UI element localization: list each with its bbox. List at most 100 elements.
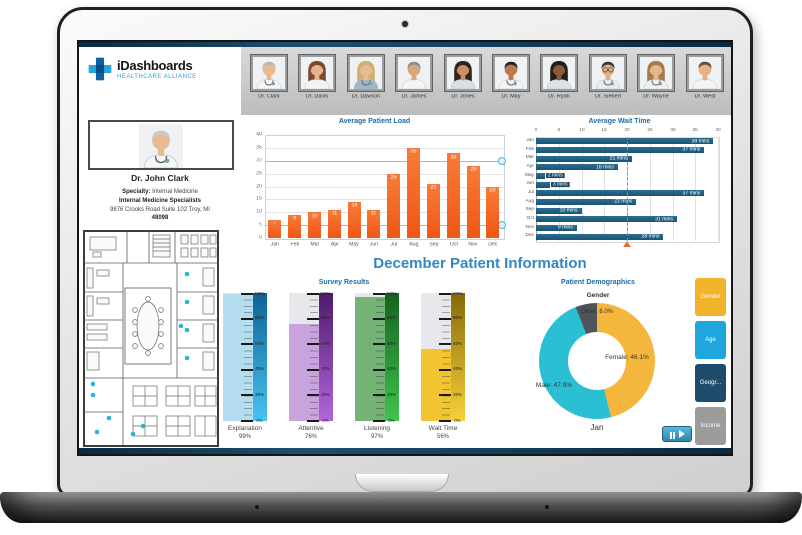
target-line: [627, 137, 628, 241]
filter-button-income[interactable]: Income: [695, 407, 726, 445]
load-bar-feb[interactable]: [288, 214, 302, 238]
bar-value-label: 22 mins: [614, 199, 633, 205]
doctor-avatar: [640, 57, 673, 89]
filter-button-gender[interactable]: Gender: [695, 278, 726, 316]
profile-address-line1: 9876 Crooks Road Suite 102 Troy, MI: [110, 207, 210, 213]
doctor-card-dr--ryan[interactable]: Dr. Ryan: [537, 54, 581, 100]
gauge-scale-column: [385, 293, 399, 421]
load-bar-dec[interactable]: [486, 186, 500, 238]
doctor-card-dr--wayne[interactable]: Dr. Wayne: [634, 54, 678, 100]
x-tick-label: Jun: [369, 242, 379, 248]
play-button[interactable]: [662, 426, 692, 442]
base-foot: [545, 505, 549, 509]
gauge-major-tick: [307, 420, 319, 422]
wait-bar-feb[interactable]: [536, 146, 705, 153]
x-tick-label: 0: [534, 128, 538, 133]
doctor-name-label: Dr. West: [694, 94, 716, 100]
filter-button-geogr[interactable]: Geogr...: [695, 364, 726, 402]
y-tick-label: Aug: [525, 198, 534, 204]
load-bar-aug[interactable]: [407, 147, 421, 238]
gauge-major-tick: [373, 317, 385, 320]
y-tick-label: 35: [256, 144, 262, 151]
wait-bar-jun[interactable]: [536, 181, 550, 188]
doctor-name-label: Dr. Jones: [450, 94, 475, 100]
target-slider-handle[interactable]: [623, 241, 631, 247]
doctor-card-dr--jones[interactable]: Dr. Jones: [441, 54, 485, 100]
gauge-major-tick: [241, 368, 253, 371]
x-tick-label: 5: [557, 128, 561, 133]
load-bar-may[interactable]: [347, 201, 361, 238]
doctor-card-dr--siebert[interactable]: Dr. Siebert: [586, 54, 630, 100]
y-tick-label: 10: [256, 209, 262, 215]
doctor-card-dr--davis[interactable]: Dr. Davis: [295, 54, 339, 100]
load-bar-oct[interactable]: [446, 153, 460, 238]
bar-value-label: 37 mins: [682, 190, 701, 196]
wait-bar-jan[interactable]: [536, 138, 714, 145]
wait-bar-may[interactable]: [536, 172, 546, 179]
bar-value-label: 28 mins: [641, 234, 660, 240]
x-tick-label: Aug: [409, 242, 419, 248]
doctor-card-dr--may[interactable]: Dr. May: [489, 54, 533, 100]
gauge-minor-ticks: [376, 293, 384, 421]
x-tick-label: 25: [647, 128, 653, 133]
threshold-slider-handle[interactable]: [498, 156, 506, 165]
doctor-name-label: Dr. Wayne: [643, 94, 669, 100]
y-tick-label: 15: [256, 196, 262, 202]
load-bar-jan[interactable]: [268, 219, 282, 238]
doctor-card-dr--clark[interactable]: Dr. Clark: [247, 54, 291, 100]
y-tick-label: 40: [256, 132, 262, 138]
gender-donut-chart[interactable]: [539, 303, 655, 419]
gauge-major-tick: [307, 317, 319, 320]
gauge-tick-label: 60%: [255, 341, 264, 347]
gauge-tick-label: 60%: [321, 341, 330, 347]
gridline: [581, 137, 583, 241]
bar-value-label: 35: [410, 149, 417, 155]
gridline: [265, 147, 503, 149]
load-bar-jun[interactable]: [367, 209, 381, 238]
wait-bar-dec[interactable]: [536, 233, 664, 240]
wait-bar-nov[interactable]: [536, 224, 577, 231]
gauge-tick-label: 40%: [453, 367, 462, 372]
slice-label-female: Female: 46.1%: [605, 354, 649, 361]
doctor-card-dr--james[interactable]: Dr. James: [392, 54, 436, 100]
bar-value-label: 9: [293, 216, 297, 222]
y-tick-label: Dec: [525, 233, 534, 239]
gauge-wait-time[interactable]: 100% 80% 60% 40% 20% 0% Wait Time 56%: [421, 292, 465, 443]
y-tick-label: 30: [256, 157, 262, 164]
filter-button-age[interactable]: Age: [695, 321, 726, 359]
doctor-photo-frame: [298, 54, 337, 92]
gauge-tick-label: 20%: [387, 392, 396, 398]
x-tick-label: 30: [669, 128, 676, 133]
gauge-major-tick: [439, 343, 451, 346]
wait-bar-sep[interactable]: [536, 207, 582, 214]
gauge-listening[interactable]: 100% 80% 60% 40% 20% 0% Listening 97%: [355, 292, 399, 443]
bar-value-label: 10 mins: [559, 208, 578, 214]
load-plot-area: [265, 135, 505, 240]
load-bar-sep[interactable]: [426, 183, 440, 238]
gauge-tick-label: 80%: [255, 316, 264, 321]
x-tick-label: Jan: [270, 242, 280, 248]
wait-bar-apr[interactable]: [536, 164, 618, 171]
gauge-attentive[interactable]: 100% 80% 60% 40% 20% 0% Attentive 76%: [289, 292, 333, 443]
bar-value-label: 21 mins: [609, 156, 628, 162]
y-tick-label: Jul: [527, 190, 534, 195]
gauge-major-tick: [373, 420, 385, 422]
wait-bar-oct[interactable]: [536, 216, 678, 223]
load-bar-nov[interactable]: [466, 165, 480, 238]
x-tick-label: Mar: [310, 242, 319, 248]
load-bar-mar[interactable]: [307, 212, 321, 238]
wait-bar-aug[interactable]: [536, 198, 637, 205]
gridline: [265, 212, 503, 214]
load-bar-apr[interactable]: [327, 209, 341, 238]
laptop-notch: [355, 474, 449, 492]
wait-bar-jul[interactable]: [536, 190, 705, 197]
doctor-card-dr--west[interactable]: Dr. West: [683, 54, 727, 100]
doctor-avatar: [543, 57, 576, 89]
gauge-explanation[interactable]: 100% 80% 60% 40% 20% 0% Explanation 99%: [223, 292, 267, 443]
gauge-tick-label: 100%: [320, 292, 332, 297]
specialty-value: Internal Medicine: [152, 189, 198, 195]
gauge-major-tick: [439, 317, 451, 320]
doctor-card-dr--dawson[interactable]: Dr. Dawson: [344, 54, 388, 100]
load-bar-jul[interactable]: [387, 173, 401, 238]
wait-bar-mar[interactable]: [536, 155, 632, 162]
